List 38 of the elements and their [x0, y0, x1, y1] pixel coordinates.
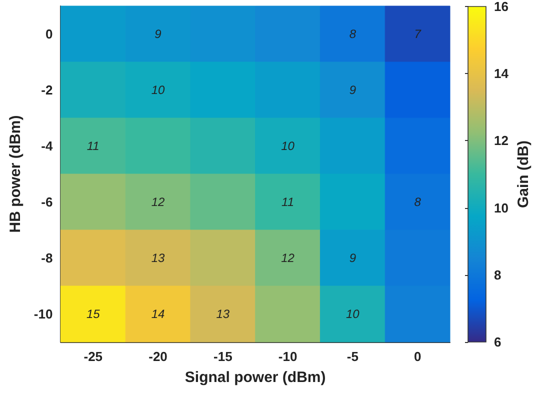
- y-tick-label: -4: [41, 138, 54, 154]
- y-axis-title: HB power (dBm): [7, 115, 24, 233]
- color-bar-label: 8: [494, 267, 502, 282]
- data-label: 9: [349, 83, 356, 97]
- data-label: 10: [151, 83, 166, 97]
- x-tick-label: -15: [214, 349, 232, 364]
- y-tick-label: -8: [41, 250, 53, 266]
- data-label: 10: [281, 139, 295, 153]
- data-label: 9: [154, 27, 162, 41]
- data-label: 8: [414, 195, 422, 209]
- y-tick-label: 0: [45, 26, 53, 42]
- x-tick-label: -5: [346, 349, 358, 364]
- y-tick-label: -2: [41, 82, 53, 98]
- data-label: 10: [346, 307, 360, 321]
- x-tick-label: -10: [278, 349, 298, 364]
- x-tick-label: -20: [148, 349, 168, 364]
- data-label: 7: [414, 27, 422, 41]
- data-label: 11: [282, 195, 294, 209]
- y-tick-label: -6: [41, 194, 53, 210]
- data-label: 13: [151, 251, 166, 265]
- color-bar-label: 14: [494, 66, 510, 82]
- data-label: 13: [216, 307, 230, 321]
- data-label: 14: [151, 307, 166, 321]
- data-label: 9: [349, 251, 356, 265]
- data-label: 8: [349, 27, 356, 41]
- y-tick-label: -10: [34, 306, 53, 322]
- color-bar-label: 6: [494, 334, 502, 350]
- color-bar-label: 16: [494, 0, 508, 14]
- color-bar-label: 10: [494, 200, 508, 216]
- data-label: 11: [86, 139, 100, 153]
- x-tick-label: -25: [84, 349, 103, 364]
- color-bar-label: 12: [494, 133, 508, 148]
- x-axis-title: Signal power (dBm): [184, 369, 326, 386]
- x-tick-label: 0: [414, 349, 422, 364]
- data-label: 12: [151, 195, 166, 209]
- data-label: 15: [86, 307, 100, 321]
- color-bar-title: Gain (dB): [515, 140, 532, 208]
- data-label: 12: [281, 251, 295, 265]
